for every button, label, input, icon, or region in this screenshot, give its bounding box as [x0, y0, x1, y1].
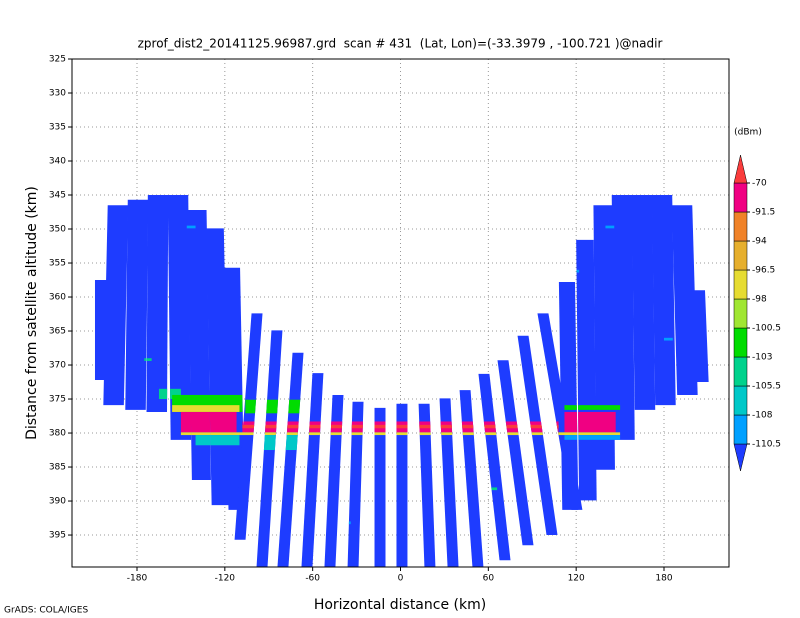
colorbar-tick-label: -100.5 [752, 324, 781, 334]
y-tick-label: 365 [49, 327, 66, 337]
y-tick-label: 370 [49, 361, 66, 371]
y-tick-label: 345 [49, 191, 66, 201]
beam [651, 195, 676, 406]
echo [564, 405, 621, 410]
beam [688, 290, 709, 383]
echo [144, 358, 152, 361]
y-tick-label: 375 [49, 395, 66, 405]
beam [558, 282, 579, 510]
y-tick-label: 390 [49, 497, 66, 507]
echo [605, 225, 615, 229]
beam [347, 401, 364, 567]
colorbar-tick-label: -98 [752, 295, 767, 305]
beam [478, 373, 511, 561]
beam [324, 394, 344, 567]
colorbar-segment [733, 414, 748, 445]
chart-title: zprof_dist2_20141125.96987.grd scan # 43… [138, 37, 663, 51]
colorbar-segment [733, 327, 748, 358]
colorbar-tick-label: -108 [752, 411, 773, 421]
echo [180, 411, 237, 433]
y-tick-label: 380 [49, 429, 66, 439]
y-tick-label: 385 [49, 463, 66, 473]
beam [611, 195, 635, 440]
colorbar-label: (dBm) [734, 128, 762, 138]
colorbar-tick-label: -70 [752, 179, 767, 189]
echo [172, 405, 240, 412]
colorbar-segment [733, 356, 748, 387]
beam [146, 195, 169, 412]
y-tick-label: 325 [49, 55, 66, 65]
beam [631, 195, 656, 410]
colorbar-tick-label: -105.5 [752, 382, 781, 392]
echo [245, 399, 301, 414]
colorbar-tick-label: -96.5 [752, 266, 775, 276]
beam [125, 199, 149, 410]
beam [396, 403, 408, 567]
echo [242, 424, 559, 429]
beam [418, 403, 436, 567]
x-tick-label: 120 [568, 574, 585, 584]
beam [374, 407, 386, 567]
beam [223, 267, 245, 510]
x-tick-label: 60 [483, 574, 495, 584]
colorbar-segment [733, 269, 748, 300]
beam [497, 360, 534, 546]
y-tick-label: 360 [49, 293, 66, 303]
echo [564, 435, 621, 440]
colorbar-tick-label: -91.5 [752, 208, 775, 218]
colorbar-tick-label: -110.5 [752, 440, 781, 450]
plot-frame [71, 58, 730, 568]
x-tick-label: -60 [305, 574, 320, 584]
y-tick-label: 355 [49, 259, 66, 269]
echo [195, 435, 240, 446]
x-tick-label: 0 [398, 574, 404, 584]
colorbar-tick-label: -103 [752, 353, 772, 363]
beam [576, 239, 597, 501]
x-tick-label: -180 [127, 574, 148, 584]
colorbar-tick-label: -94 [752, 237, 767, 247]
credit: GrADS: COLA/IGES [4, 606, 88, 616]
echo [488, 487, 498, 491]
beam [167, 195, 192, 440]
echo [564, 411, 616, 433]
colorbar-segment [733, 298, 748, 329]
echo [180, 432, 621, 436]
echo [186, 225, 196, 229]
y-tick-label: 395 [49, 531, 66, 541]
beam [517, 335, 558, 536]
colorbar-segment [733, 240, 748, 271]
y-axis-label: Distance from satellite altitude (km) [24, 186, 40, 440]
colorbar-segment [733, 211, 748, 242]
beam [593, 205, 615, 470]
y-tick-label: 340 [49, 157, 66, 167]
y-tick-label: 330 [49, 89, 66, 99]
x-tick-label: -120 [215, 574, 236, 584]
echo [664, 337, 673, 341]
x-axis-label: Horizontal distance (km) [314, 597, 486, 613]
x-tick-label: 180 [655, 574, 672, 584]
y-tick-label: 335 [49, 123, 66, 133]
colorbar-segment [733, 385, 748, 416]
colorbar-segment [733, 154, 748, 184]
y-tick-label: 350 [49, 225, 66, 235]
beam [103, 205, 129, 406]
colorbar-segment [733, 182, 748, 213]
beam [439, 398, 459, 567]
